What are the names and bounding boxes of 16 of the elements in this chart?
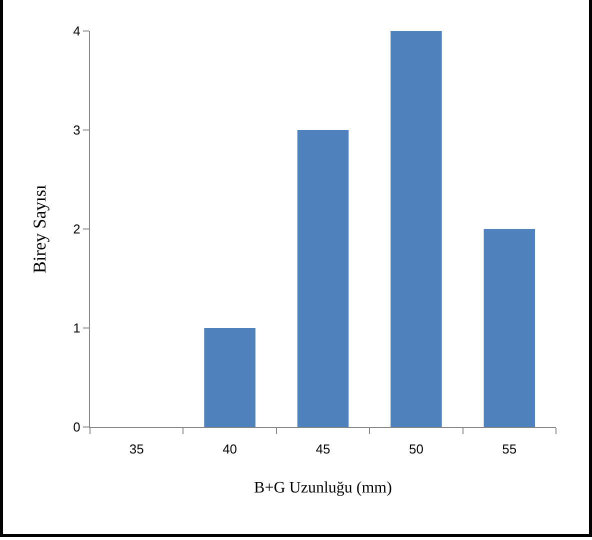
y-tick-label: 3	[73, 122, 80, 138]
y-axis-title: Birey Sayısı	[29, 184, 50, 274]
bar	[484, 229, 536, 427]
y-tick-label: 4	[73, 24, 80, 39]
bar	[204, 328, 256, 427]
x-tick-label: 35	[129, 442, 144, 457]
y-tick-label: 1	[73, 320, 80, 336]
x-tick-label: 55	[502, 442, 517, 457]
x-tick-label: 45	[316, 442, 330, 457]
x-tick-label: 50	[408, 442, 424, 457]
bar	[297, 130, 349, 427]
x-tick-label: 40	[222, 442, 238, 457]
y-tick-label: 2	[73, 222, 80, 237]
x-axis-title: B+G Uzunluğu (mm)	[254, 479, 392, 496]
y-tick-label: 0	[73, 420, 80, 435]
bar	[390, 31, 442, 427]
